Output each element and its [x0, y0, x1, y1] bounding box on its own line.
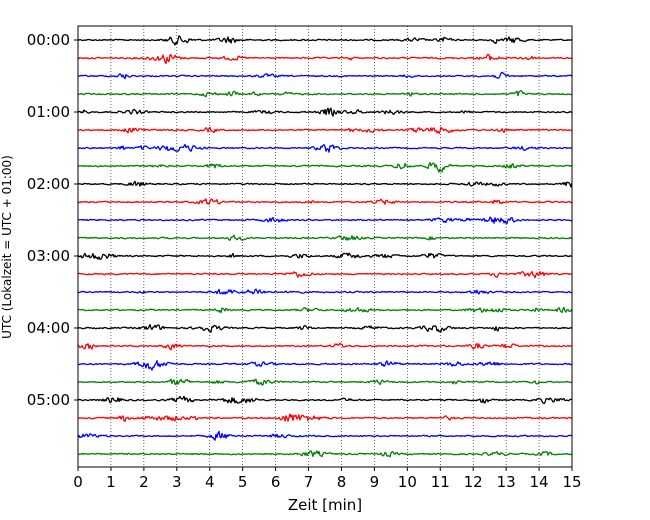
x-tick-label: 1 [106, 473, 116, 491]
x-tick-label: 4 [205, 473, 215, 491]
seismic-trace [77, 288, 573, 295]
seismic-trace [77, 198, 573, 205]
seismic-trace [77, 270, 573, 279]
x-axis: 0 1 2 3 4 5 6 7 8 9 10 11 12 13 14 15 [73, 467, 582, 491]
x-tick-label: 8 [337, 473, 347, 491]
y-tick-label: 03:00 [27, 247, 70, 265]
y-tick-label: 00:00 [27, 31, 70, 49]
y-axis-label: UTC (Lokalzeit = UTC + 01:00) [0, 155, 14, 339]
x-tick-label: 12 [464, 473, 483, 491]
x-tick-label: 3 [172, 473, 182, 491]
x-tick-label: 0 [73, 473, 83, 491]
seismic-trace [77, 342, 573, 351]
seismic-trace [77, 126, 573, 135]
seismic-trace [77, 252, 573, 261]
y-tick-label: 05:00 [27, 391, 70, 409]
x-axis-label: Zeit [min] [288, 496, 362, 514]
y-tick-label: 01:00 [27, 103, 70, 121]
seismic-trace [77, 107, 573, 117]
seismic-trace [77, 216, 573, 225]
x-tick-label: 10 [398, 473, 417, 491]
x-tick-label: 5 [238, 473, 248, 491]
seismic-trace [77, 450, 573, 458]
seismic-trace [77, 234, 573, 241]
seismic-trace [77, 378, 573, 386]
seismic-trace [77, 306, 573, 314]
seismic-trace [77, 35, 573, 46]
seismic-trace [77, 180, 573, 188]
trace-group [77, 35, 573, 458]
x-tick-label: 11 [431, 473, 450, 491]
y-tick-label: 02:00 [27, 175, 70, 193]
x-tick-label: 2 [139, 473, 149, 491]
x-tick-label: 9 [370, 473, 380, 491]
seismic-trace [77, 53, 573, 65]
x-tick-label: 13 [497, 473, 516, 491]
seismic-trace [77, 360, 573, 371]
seismic-trace [77, 413, 573, 422]
seismic-trace [77, 89, 573, 98]
x-tick-label: 6 [271, 473, 281, 491]
seismic-trace [77, 430, 573, 441]
seismic-trace [77, 143, 573, 153]
plot-frame [77, 25, 573, 468]
y-tick-label: 04:00 [27, 319, 70, 337]
seismic-trace [77, 161, 573, 173]
x-tick-label: 7 [304, 473, 314, 491]
seismic-trace [77, 323, 573, 333]
y-axis: 00:00 01:00 02:00 03:00 04:00 05:00 [27, 31, 78, 409]
x-tick-label: 15 [562, 473, 581, 491]
seismic-trace [77, 395, 573, 405]
x-tick-label: 14 [530, 473, 549, 491]
seismic-trace [77, 71, 573, 80]
